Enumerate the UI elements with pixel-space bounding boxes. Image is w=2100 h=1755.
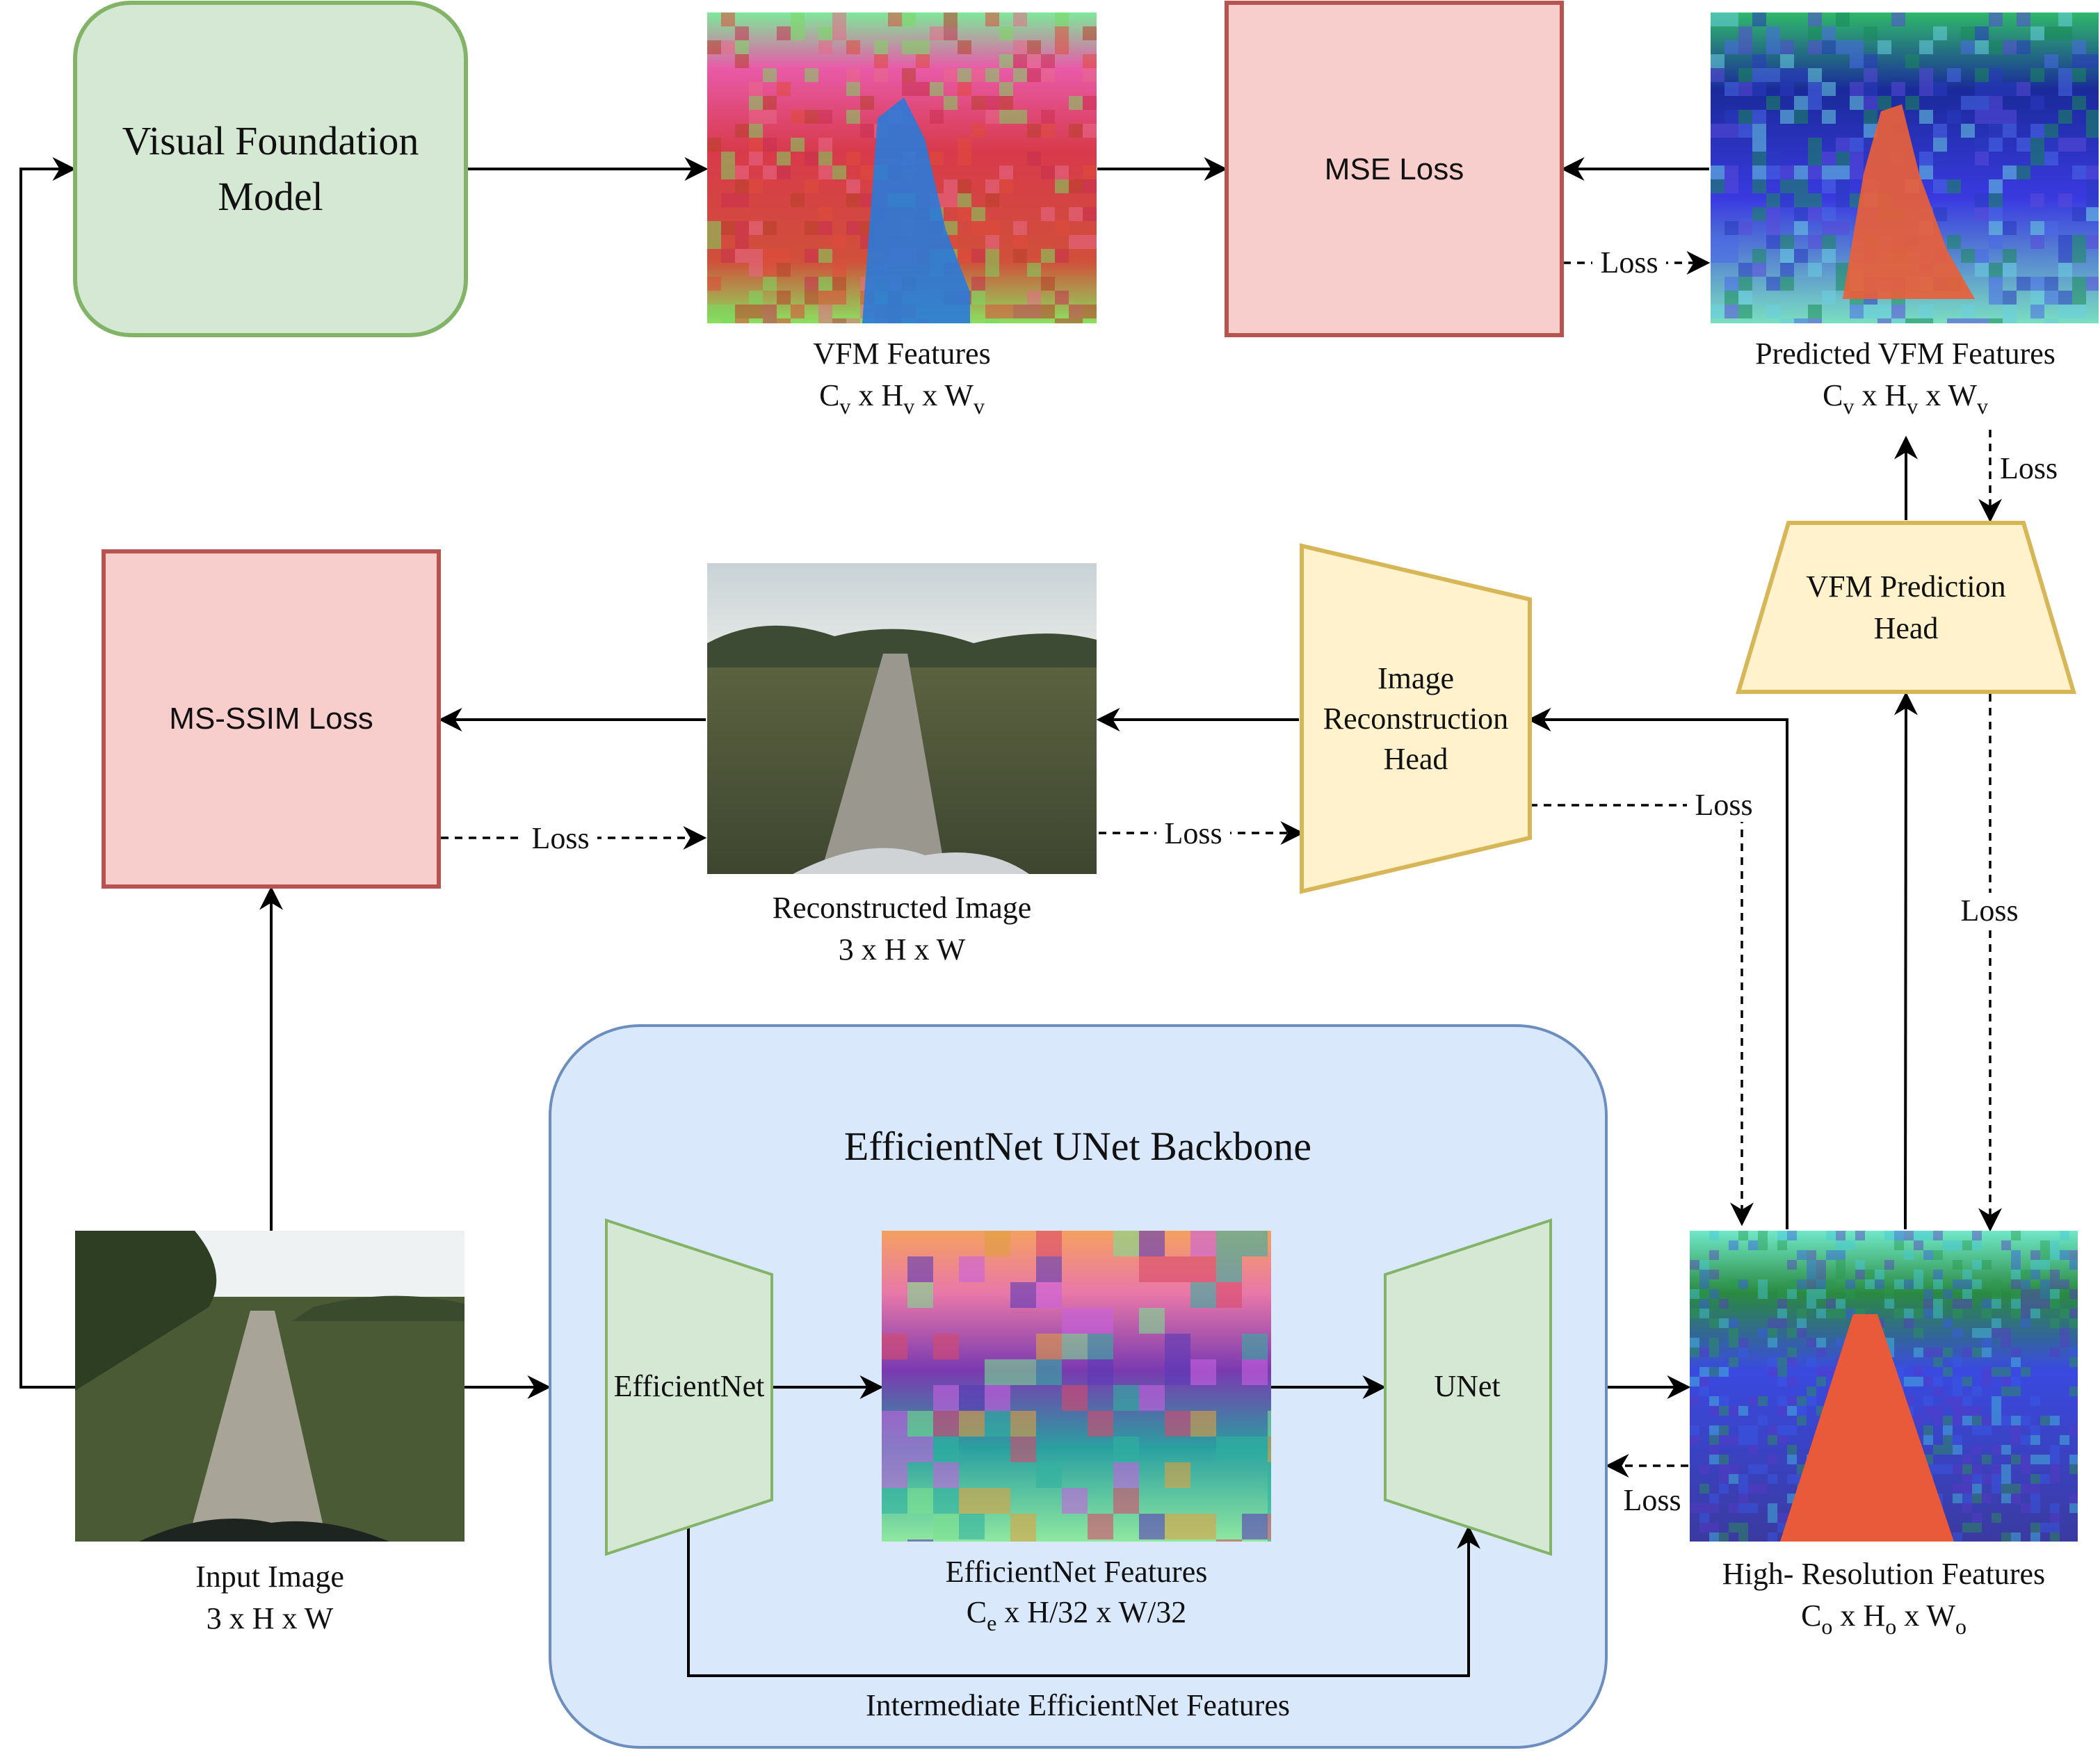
reconstructed-image [707,563,1097,874]
loss-label-recon-image: Loss [1156,815,1230,850]
vfm-model-label-line2: Model [218,174,323,219]
mse-loss-label: MSE Loss [1325,152,1464,186]
unet-node [1384,1218,1552,1556]
recon-head-line1: Image [1378,661,1454,695]
high-res-features-dims: Co x Ho x Wo [1801,1599,1966,1639]
ms-ssim-loss-label: MS-SSIM Loss [169,702,373,736]
loss-label-recon-head: Loss [1687,787,1761,822]
input-image-title: Input Image [195,1560,344,1594]
svg-text:Loss: Loss [2000,451,2058,485]
svg-text:Loss: Loss [1695,788,1752,822]
reconstructed-image-dims: 3 x H x W [839,932,966,967]
svg-text:Loss: Loss [531,821,589,855]
efficientnet-label: EfficientNet [614,1369,765,1403]
edge-high-res-to-vfm-head [1893,691,1918,1230]
svg-text:Loss: Loss [1164,816,1222,850]
input-image [75,1231,465,1542]
high-res-features-image [1690,1231,2078,1542]
vfm-model-label-line1: Visual Foundation [122,118,419,163]
efficientnet-features-image [882,1231,1271,1542]
vfm-features-title: VFM Features [813,337,990,371]
svg-text:Loss: Loss [1600,245,1658,280]
svg-text:Loss: Loss [1960,893,2018,928]
predicted-vfm-title: Predicted VFM Features [1755,337,2055,371]
loss-label-mse-to-predicted: Loss [1592,245,1666,280]
input-image-dims: 3 x H x W [207,1601,334,1635]
loss-label-high-res: Loss [1623,1483,1681,1517]
vfm-head-line2: Head [1874,611,1939,645]
predicted-vfm-features-image [1711,13,2099,323]
visual-foundation-model-node [73,1,468,337]
reconstructed-image-title: Reconstructed Image [773,891,1032,925]
vfm-features-image [707,13,1097,323]
efficientnet-features-title: EfficientNet Features [946,1555,1208,1589]
vfm-prediction-head-node [1735,521,2077,694]
predicted-vfm-dims: Cv x Hv x Wv [1823,378,1988,419]
image-reconstruction-head-node [1300,543,1532,894]
backbone-title: EfficientNet UNet Backbone [844,1124,1311,1169]
vfm-features-dims: Cv x Hv x Wv [819,378,985,419]
edge-high-res-to-recon-head [1527,708,1788,1229]
svg-text:Loss: Loss [1623,1483,1681,1517]
efficientnet-features-dims: Ce x H/32 x W/32 [967,1595,1187,1635]
vfm-head-line1: VFM Prediction [1806,569,2005,604]
efficientnet-node [605,1218,773,1556]
recon-head-line3: Head [1384,742,1448,776]
unet-label: UNet [1434,1369,1500,1403]
loss-label-vfm-head: Loss [1953,893,2026,928]
ms-ssim-loss-node [102,549,441,889]
intermediate-features-label: Intermediate EfficientNet Features [866,1688,1290,1722]
high-res-features-title: High- Resolution Features [1722,1557,2045,1591]
loss-label-ms-ssim: Loss [524,820,597,855]
loss-label-predicted-to-vfm-head: Loss [2000,451,2058,485]
recon-head-line2: Reconstruction [1323,702,1508,736]
mse-loss-node [1225,1,1564,337]
edge-input-to-vfm-model [19,157,76,1389]
